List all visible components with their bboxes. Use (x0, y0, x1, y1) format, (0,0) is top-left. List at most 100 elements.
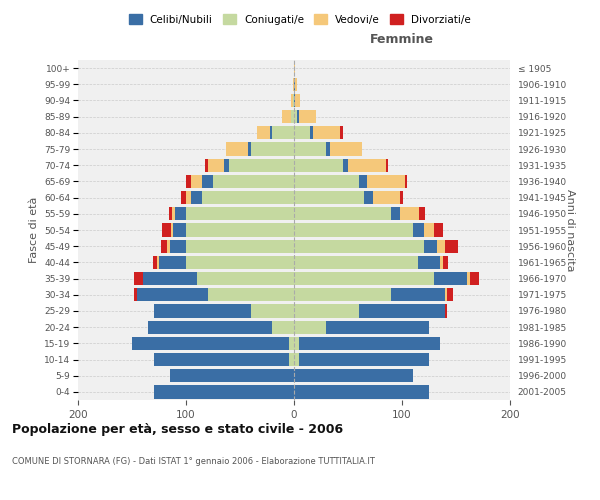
Bar (400, 191, 403, 204)
Bar (364, 191, 373, 204)
Bar (186, 175, 191, 188)
Bar (159, 256, 186, 269)
Bar (340, 126, 343, 140)
Bar (132, 336, 289, 350)
Bar (154, 353, 289, 366)
Bar (295, 78, 297, 91)
Bar (299, 353, 429, 366)
Bar (294, 304, 359, 318)
Bar (186, 207, 294, 220)
Bar (294, 191, 364, 204)
Bar (205, 158, 208, 172)
Y-axis label: Anni di nascita: Anni di nascita (565, 188, 575, 271)
Bar (418, 256, 440, 269)
Bar (191, 191, 202, 204)
Bar (294, 353, 299, 366)
Bar (154, 386, 294, 398)
Y-axis label: Fasce di età: Fasce di età (29, 197, 38, 263)
Bar (419, 207, 425, 220)
Bar (294, 62, 295, 74)
Bar (157, 256, 159, 269)
Bar (186, 224, 294, 236)
Bar (213, 175, 294, 188)
Bar (270, 126, 272, 140)
Bar (148, 320, 272, 334)
Bar (248, 142, 251, 156)
Bar (294, 78, 295, 91)
Bar (329, 142, 362, 156)
Bar (272, 320, 294, 334)
Bar (162, 224, 171, 236)
Bar (202, 175, 213, 188)
Bar (445, 288, 448, 302)
Bar (391, 207, 400, 220)
Bar (391, 288, 445, 302)
Bar (251, 142, 294, 156)
Bar (343, 158, 348, 172)
Bar (326, 320, 429, 334)
Bar (445, 304, 448, 318)
Bar (294, 256, 418, 269)
Bar (293, 94, 294, 107)
Bar (470, 272, 479, 285)
Bar (224, 158, 229, 172)
Bar (373, 191, 400, 204)
Bar (405, 175, 407, 188)
Bar (161, 240, 167, 253)
Bar (294, 320, 326, 334)
Bar (154, 304, 251, 318)
Bar (294, 175, 359, 188)
Bar (137, 288, 208, 302)
Bar (294, 142, 326, 156)
Bar (143, 272, 197, 285)
Bar (170, 240, 186, 253)
Bar (294, 369, 413, 382)
Bar (181, 191, 186, 204)
Bar (171, 224, 173, 236)
Bar (191, 175, 202, 188)
Bar (169, 207, 172, 220)
Text: Popolazione per età, sesso e stato civile - 2006: Popolazione per età, sesso e stato civil… (12, 422, 343, 436)
Bar (229, 158, 294, 172)
Bar (202, 191, 294, 204)
Bar (359, 304, 445, 318)
Bar (295, 94, 301, 107)
Bar (294, 288, 391, 302)
Bar (467, 272, 470, 285)
Bar (134, 288, 137, 302)
Bar (272, 126, 294, 140)
Text: Femmine: Femmine (370, 34, 434, 46)
Bar (208, 288, 294, 302)
Bar (400, 207, 419, 220)
Bar (172, 207, 175, 220)
Bar (299, 336, 440, 350)
Bar (291, 94, 293, 107)
Bar (282, 110, 291, 124)
Bar (294, 224, 413, 236)
Text: COMUNE DI STORNARA (FG) - Dati ISTAT 1° gennaio 2006 - Elaborazione TUTTITALIA.I: COMUNE DI STORNARA (FG) - Dati ISTAT 1° … (12, 458, 375, 466)
Bar (134, 272, 143, 285)
Bar (424, 240, 437, 253)
Bar (294, 207, 391, 220)
Bar (443, 256, 448, 269)
Bar (167, 240, 170, 253)
Bar (289, 336, 294, 350)
Bar (386, 158, 388, 172)
Bar (175, 207, 186, 220)
Bar (186, 191, 191, 204)
Bar (294, 240, 424, 253)
Bar (294, 158, 343, 172)
Legend: Celibi/Nubili, Coniugati/e, Vedovi/e, Divorziati/e: Celibi/Nubili, Coniugati/e, Vedovi/e, Di… (125, 10, 475, 29)
Bar (257, 126, 270, 140)
Bar (437, 240, 445, 253)
Bar (208, 158, 224, 172)
Bar (294, 94, 295, 107)
Bar (313, 126, 340, 140)
Bar (294, 386, 429, 398)
Bar (294, 336, 299, 350)
Bar (186, 240, 294, 253)
Bar (186, 256, 294, 269)
Bar (367, 175, 405, 188)
Bar (294, 126, 310, 140)
Bar (251, 304, 294, 318)
